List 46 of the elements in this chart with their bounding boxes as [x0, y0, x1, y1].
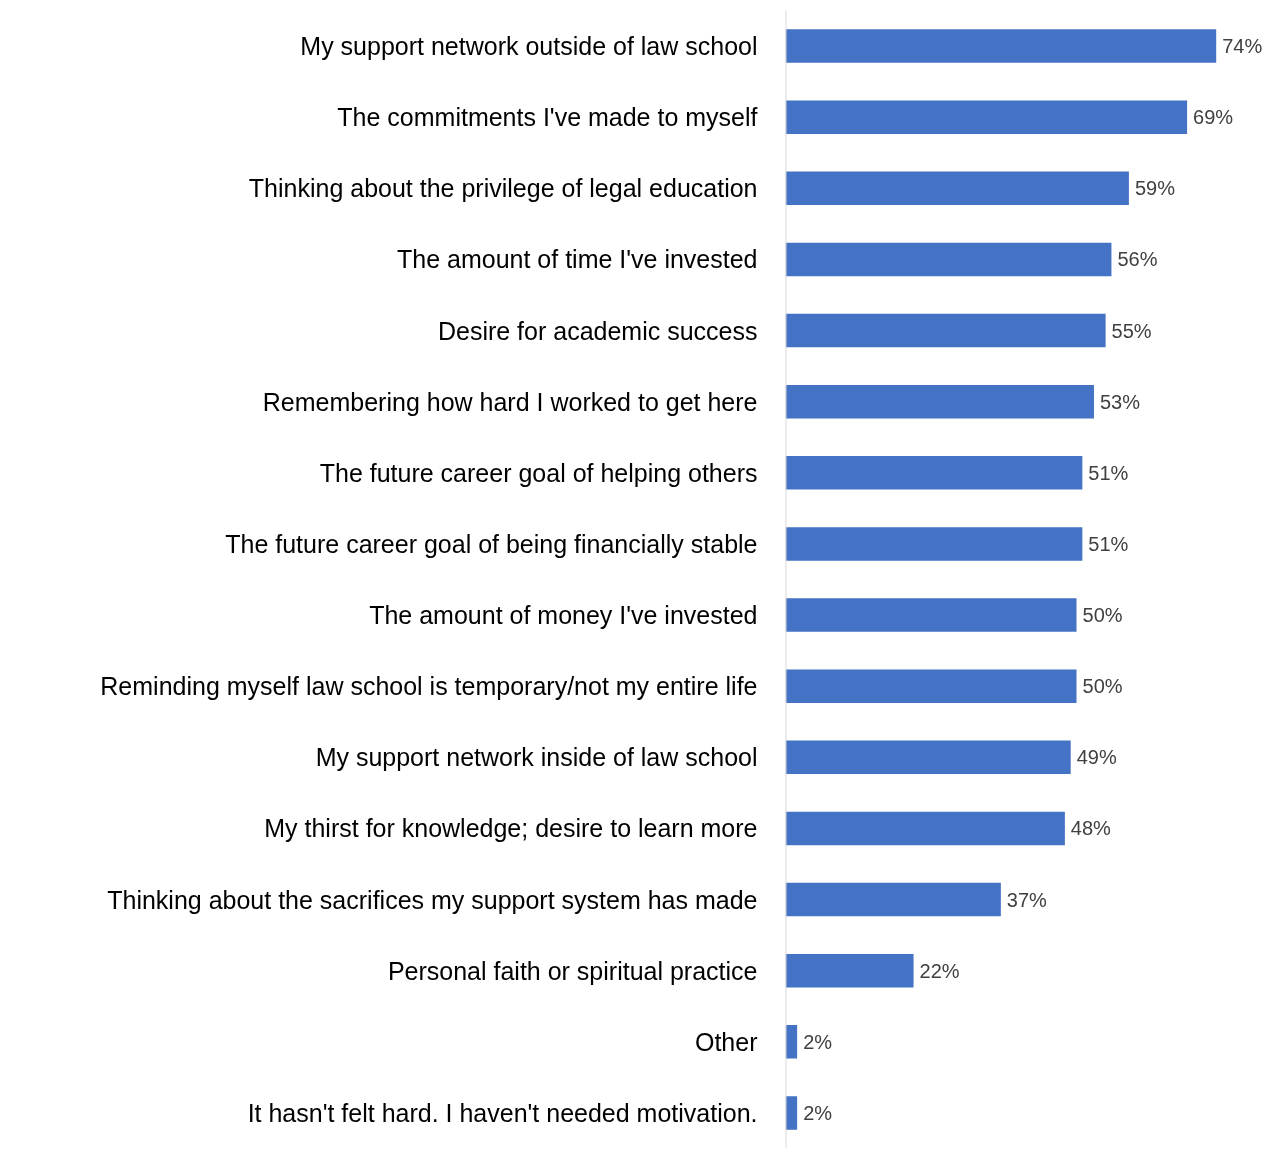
data-label: 59%	[1134, 177, 1176, 200]
bar	[785, 598, 1077, 632]
data-label: 50%	[1082, 675, 1123, 698]
data-label: 2%	[803, 1101, 833, 1124]
bar	[785, 171, 1129, 206]
bar	[785, 242, 1112, 277]
bar	[785, 527, 1083, 561]
y-tick-label: Desire for academic success	[437, 316, 758, 345]
data-label: 48%	[1070, 817, 1112, 840]
bar	[785, 811, 1065, 846]
data-label: 37%	[1006, 888, 1048, 911]
data-label: 56%	[1117, 248, 1158, 271]
y-tick-label: My support network outside of law school	[300, 32, 758, 61]
data-label: 22%	[919, 959, 960, 982]
y-tick-label: The amount of time I've invested	[396, 245, 758, 274]
y-tick-label: The future career goal of being financially stable	[225, 529, 758, 558]
bar	[785, 882, 1001, 917]
y-tick-label: Personal faith or spiritual practice	[387, 956, 758, 985]
bar	[785, 456, 1083, 490]
bar	[785, 384, 1094, 419]
y-tick-label: Remembering how hard I worked to get here	[262, 387, 758, 416]
y-tick-label: The commitments I've made to myself	[337, 103, 758, 132]
y-tick-label: Thinking about the privilege of legal education	[248, 174, 758, 203]
data-label: 51%	[1088, 532, 1129, 555]
y-tick-label: The future career goal of helping others	[319, 458, 758, 487]
bar	[785, 740, 1071, 775]
y-tick-label: My thirst for knowledge; desire to learn more	[264, 814, 758, 843]
y-tick-label: It hasn't felt hard. I haven't needed motivation.	[247, 1098, 758, 1127]
y-tick-label: My support network inside of law school	[315, 743, 758, 772]
data-label: 74%	[1222, 35, 1263, 58]
y-tick-label: Other	[694, 1027, 758, 1056]
y-tick-label: Thinking about the sacrifices my support system has made	[107, 885, 758, 914]
bar	[785, 100, 1188, 134]
bar	[785, 29, 1217, 63]
bar	[785, 669, 1077, 703]
data-label: 69%	[1193, 106, 1234, 129]
data-label: 2%	[803, 1030, 833, 1053]
data-label: 55%	[1111, 319, 1152, 342]
data-label: 50%	[1082, 604, 1123, 627]
bar	[785, 953, 914, 988]
data-label: 53%	[1099, 390, 1141, 413]
data-label: 51%	[1088, 461, 1129, 484]
data-label: 49%	[1076, 746, 1117, 769]
bar	[785, 313, 1106, 348]
y-tick-label: Reminding myself law school is temporary/not my entire life	[100, 672, 758, 701]
y-tick-label: The amount of money I've invested	[369, 601, 758, 630]
